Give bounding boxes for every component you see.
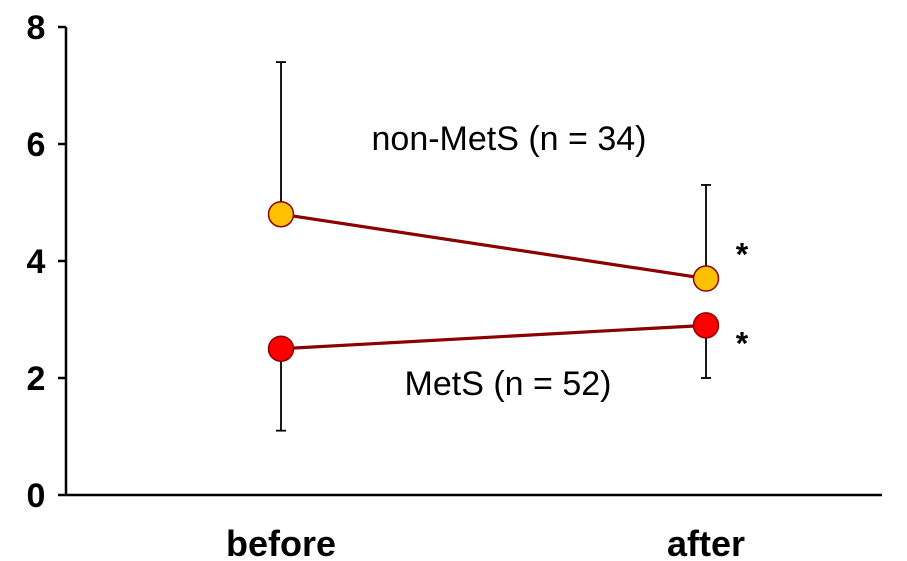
data-points bbox=[267, 200, 720, 362]
x-tick-labels: before after bbox=[226, 523, 745, 561]
axes bbox=[64, 27, 882, 497]
series-line-0 bbox=[280, 212, 707, 281]
y-tick-label: 4 bbox=[27, 243, 46, 281]
annotations: non-MetS (n = 34) * MetS (n = 52) * bbox=[372, 120, 749, 403]
data-point-0-before bbox=[267, 200, 295, 228]
x-tick-label-after: after bbox=[667, 523, 745, 561]
data-point-1-before bbox=[267, 335, 295, 362]
data-point-0-after bbox=[692, 265, 720, 292]
y-tick-label: 8 bbox=[27, 9, 46, 47]
series-label-0: non-MetS (n = 34) bbox=[372, 120, 647, 158]
y-tick-label: 2 bbox=[27, 360, 46, 398]
x-tick-label-before: before bbox=[226, 523, 336, 561]
y-tick-label: 0 bbox=[27, 477, 46, 515]
series-lines bbox=[280, 212, 707, 351]
series-line-1 bbox=[280, 323, 707, 351]
significance-asterisk: * bbox=[736, 325, 749, 361]
significance-asterisk: * bbox=[736, 237, 749, 273]
y-tick-label: 6 bbox=[27, 126, 46, 164]
y-ticks: 0 2 4 6 8 bbox=[27, 9, 66, 515]
series-label-1: MetS (n = 52) bbox=[405, 365, 612, 403]
data-point-1-after bbox=[692, 312, 720, 339]
